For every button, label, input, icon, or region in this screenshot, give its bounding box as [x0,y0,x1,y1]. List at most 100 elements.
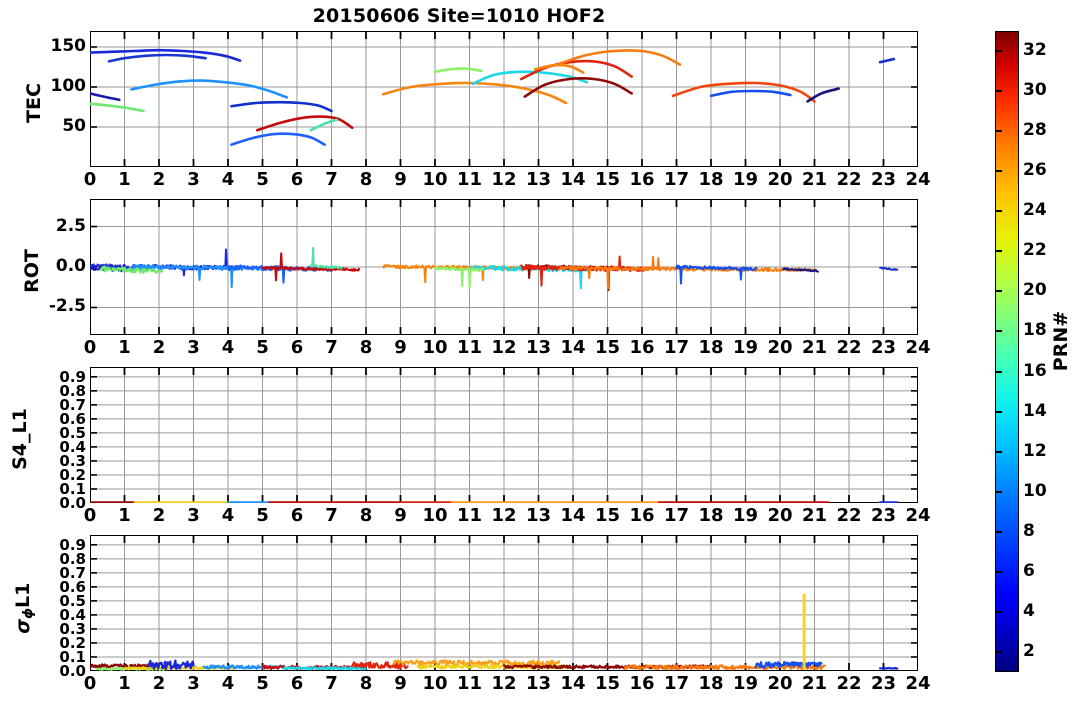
colorbar-tick-label: 2 [1023,640,1035,661]
x-tick-label: 17 [663,505,690,526]
x-tick-label: 3 [187,673,200,694]
x-tick-label: 8 [359,673,373,694]
colorbar-tick-mark [995,90,1002,93]
y-tick-label: 0.3 [59,619,86,638]
x-tick-label: 11 [456,337,483,358]
x-tick-label: 4 [221,673,235,694]
y-tick-label: 0.8 [59,549,86,568]
colorbar-tick-mark [995,370,1002,373]
x-tick-label: 2 [152,505,166,526]
y-tick-label: 50 [62,116,86,136]
x-tick-label: 23 [870,169,897,190]
x-tick-label: 16 [629,673,655,694]
y-tick-label: 0.4 [59,437,86,456]
x-tick-label: 10 [422,337,448,358]
y-tick-label: 0.0 [59,494,86,512]
x-tick-label: 4 [221,505,235,526]
x-tick-label: 19 [732,505,759,526]
x-tick-label: 21 [801,505,828,526]
x-tick-label: 5 [256,673,269,694]
x-tick-label: 16 [629,505,655,526]
colorbar-tick-label: 10 [1023,480,1047,501]
y-tick-label: 0.0 [59,662,86,680]
panel-sigma-phi-plot [90,535,918,671]
x-tick-label: 6 [290,337,304,358]
y-tick-label: 0.9 [59,535,86,554]
colorbar-tick-mark [995,170,1002,173]
x-tick-label: 15 [594,169,621,190]
x-tick-label: 19 [732,337,759,358]
y-tick-label: 0.6 [59,409,86,428]
x-tick-label: 9 [394,673,407,694]
x-tick-label: 24 [905,169,931,190]
x-tick-label: 4 [221,169,235,190]
x-tick-label: 8 [359,169,373,190]
x-tick-label: 23 [870,337,897,358]
x-tick-label: 11 [456,505,483,526]
x-tick-label: 17 [663,169,690,190]
x-tick-label: 15 [594,673,621,694]
x-tick-label: 5 [256,505,269,526]
x-tick-label: 5 [256,337,269,358]
x-tick-label: 7 [325,673,338,694]
x-tick-label: 9 [394,169,407,190]
colorbar-tick-mark [995,450,1002,453]
x-tick-label: 5 [256,169,269,190]
y-tick-label: 0.7 [59,563,86,582]
x-tick-label: 23 [870,673,897,694]
colorbar-tick-mark [995,490,1002,493]
y-tick-label: 0.8 [59,381,86,400]
x-tick-label: 12 [491,337,517,358]
y-tick-label: 100 [50,76,87,96]
colorbar-tick-label: 4 [1023,600,1035,621]
x-tick-label: 1 [118,337,131,358]
x-tick-label: 2 [152,673,166,694]
x-tick-label: 18 [698,505,724,526]
x-tick-label: 18 [698,673,724,694]
x-tick-label: 24 [905,337,931,358]
x-tick-label: 1 [118,505,131,526]
y-tick-label: 2.5 [55,215,86,236]
x-tick-label: 10 [422,169,448,190]
x-tick-label: 7 [325,169,338,190]
x-tick-label: 14 [560,505,586,526]
x-tick-label: 7 [325,337,338,358]
y-tick-label: 0.4 [59,605,86,624]
x-tick-label: 12 [491,505,517,526]
x-tick-label: 17 [663,673,690,694]
x-tick-label: 11 [456,169,483,190]
colorbar-tick-label: 26 [1023,160,1047,181]
colorbar-label: PRN# [1050,310,1072,372]
colorbar-tick-label: 16 [1023,360,1047,381]
panel-tec [90,31,918,167]
x-tick-label: 15 [594,505,621,526]
x-tick-label: 23 [870,505,897,526]
panel-s4-plot [90,367,918,503]
x-tick-label: 13 [525,169,552,190]
colorbar-tick-mark [995,50,1002,53]
y-tick-label: 0.3 [59,451,86,470]
colorbar [995,31,1019,672]
x-tick-label: 21 [801,673,828,694]
x-tick-label: 22 [836,673,862,694]
x-tick-label: 1 [118,673,131,694]
x-tick-label: 13 [525,673,552,694]
x-tick-label: 14 [560,673,586,694]
colorbar-tick-mark [995,250,1002,253]
colorbar-tick-mark [995,610,1002,613]
colorbar-tick-label: 32 [1023,40,1047,61]
x-tick-label: 9 [394,505,407,526]
x-tick-label: 22 [836,169,862,190]
x-tick-label: 1 [118,169,131,190]
y-tick-label: -2.5 [48,296,86,317]
x-tick-label: 0 [83,169,97,190]
x-tick-label: 20 [767,337,793,358]
y-tick-label: 0.0 [55,256,86,276]
x-tick-label: 0 [83,337,97,358]
y-tick-label: 0.7 [59,395,86,414]
x-tick-label: 20 [767,673,793,694]
x-tick-label: 16 [629,337,655,358]
y-tick-label: 0.5 [59,591,86,610]
y-tick-label: 0.2 [59,465,86,484]
x-tick-label: 3 [187,337,200,358]
